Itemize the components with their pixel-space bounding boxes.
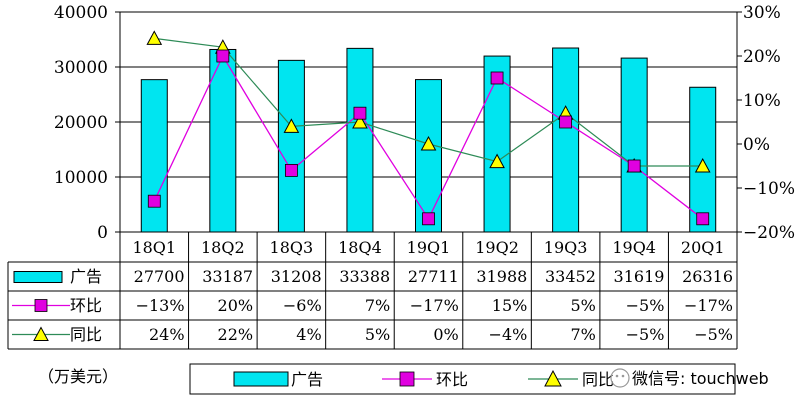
row-header-label: 环比 [70, 296, 102, 315]
data-cell: 15% [492, 296, 528, 315]
plot-area [119, 11, 738, 233]
data-cell: −4% [489, 325, 528, 344]
left-tick-label: 10000 [54, 168, 108, 188]
data-cell: 33187 [202, 267, 253, 286]
category-label: 19Q2 [475, 238, 519, 257]
data-cell: −17% [684, 296, 733, 315]
data-cell: 33388 [339, 267, 390, 286]
right-tick-label: −10% [743, 179, 795, 199]
point-tongbi [283, 118, 300, 133]
right-tick-label: 10% [743, 91, 781, 111]
point-huanbi [353, 106, 367, 120]
category-label: 18Q1 [132, 238, 176, 257]
data-table: 18Q1 18Q2 18Q3 18Q4 19Q1 19Q2 19Q3 19Q4 20Q1 2770… [7, 232, 738, 350]
category-label: 19Q1 [407, 238, 451, 257]
data-cell: −6% [283, 296, 322, 315]
legend-key-marker [33, 326, 49, 341]
row-header-label: 广告 [70, 267, 102, 286]
bar [209, 48, 237, 233]
legend-label: 环比 [436, 370, 468, 389]
point-huanbi [147, 194, 161, 208]
bar-series [140, 47, 717, 233]
point-huanbi [696, 212, 710, 226]
data-cell: 7% [570, 325, 595, 344]
data-cell: 27711 [408, 267, 459, 286]
point-tongbi [489, 153, 505, 169]
point-huanbi [490, 71, 504, 85]
category-label: 19Q3 [544, 238, 588, 257]
category-label: 19Q4 [612, 238, 656, 257]
data-cell: 0% [433, 325, 458, 344]
data-cell: 26316 [682, 267, 733, 286]
bar [277, 59, 305, 233]
point-huanbi [284, 163, 298, 177]
bar [552, 47, 580, 233]
point-huanbi [422, 212, 435, 226]
point-huanbi [559, 115, 573, 129]
data-cell: 5% [365, 325, 390, 344]
data-cell: 31619 [614, 267, 665, 286]
data-cell: 22% [218, 325, 254, 344]
data-cell: −5% [626, 296, 665, 315]
left-tick-label: 20000 [54, 113, 108, 133]
point-tongbi [352, 113, 368, 129]
right-tick-label: −20% [743, 223, 795, 243]
bar [140, 79, 168, 233]
data-cell: 5% [570, 296, 595, 315]
bar [415, 79, 442, 233]
legend-label: 广告 [291, 370, 323, 389]
bar [620, 57, 648, 233]
data-cell: 7% [365, 296, 390, 315]
point-huanbi [216, 49, 230, 63]
data-cell: 20% [218, 296, 254, 315]
right-tick-label: 0% [743, 135, 770, 155]
unit-label: （万美元） [38, 367, 119, 386]
left-tick-label: 40000 [54, 3, 108, 23]
left-tick-label: 0 [97, 223, 108, 243]
legend-key-marker [544, 369, 562, 387]
axes: 0 10000 20000 30000 40000 −20% −10% 0% 10% 20% 30% [54, 3, 795, 243]
bar [346, 47, 374, 233]
category-label: 18Q3 [270, 238, 314, 257]
category-label: 18Q4 [338, 238, 382, 257]
row-header-label: 同比 [70, 325, 102, 344]
left-tick-label: 30000 [54, 58, 108, 78]
data-cell: −5% [694, 325, 733, 344]
bar [483, 55, 511, 233]
category-label: 20Q1 [681, 238, 725, 257]
data-cell: −13% [136, 296, 185, 315]
line-series [146, 30, 711, 226]
data-cell: −5% [626, 325, 665, 344]
data-cell: 31988 [476, 267, 527, 286]
data-cell: −17% [410, 296, 459, 315]
point-tongbi [420, 135, 437, 151]
legend: 广告 环比 同比 [189, 363, 736, 395]
right-tick-label: 20% [743, 47, 781, 67]
right-tick-label: 30% [743, 3, 781, 23]
data-cell: 24% [149, 325, 185, 344]
data-cell: 27700 [134, 267, 185, 286]
legend-key-bar [233, 371, 289, 387]
watermark-text: 微信号: touchweb [632, 369, 769, 388]
legend-key-marker [34, 299, 48, 312]
legend-key-marker [399, 371, 415, 387]
data-cell: 31208 [271, 267, 322, 286]
legend-label: 同比 [582, 370, 614, 389]
legend-key-bar [13, 271, 63, 283]
watermark-logo-icon [610, 368, 630, 388]
data-cell: 33452 [545, 267, 596, 286]
point-huanbi [627, 159, 641, 173]
point-tongbi [146, 30, 163, 45]
category-label: 18Q2 [201, 238, 245, 257]
point-tongbi [694, 157, 711, 173]
data-cell: 4% [296, 325, 321, 344]
